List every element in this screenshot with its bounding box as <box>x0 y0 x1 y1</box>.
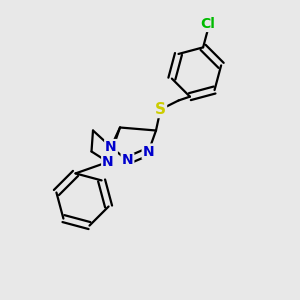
Text: Cl: Cl <box>200 17 215 31</box>
Text: S: S <box>155 102 166 117</box>
Text: N: N <box>143 145 154 158</box>
Text: N: N <box>105 140 117 154</box>
Text: N: N <box>102 155 114 169</box>
Text: N: N <box>122 154 133 167</box>
